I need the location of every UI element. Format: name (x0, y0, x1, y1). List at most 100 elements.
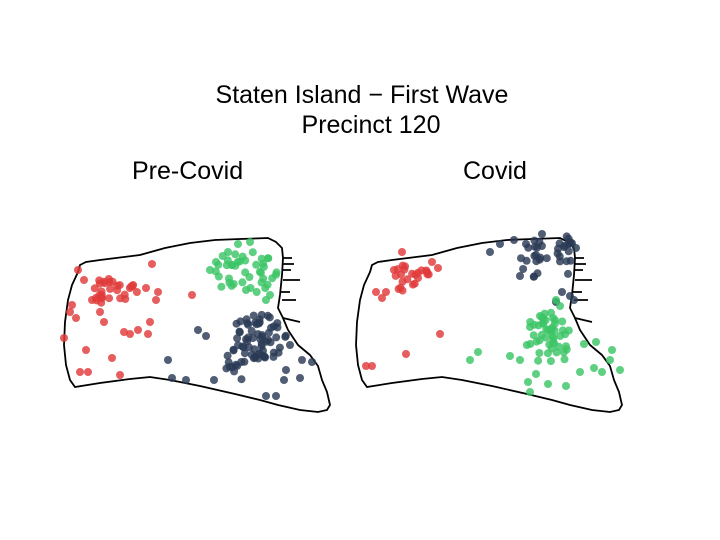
navy-incident-point (242, 315, 251, 324)
navy-incident-point (255, 315, 264, 324)
green-incident-point (522, 341, 531, 349)
green-incident-point (564, 326, 573, 335)
navy-incident-point (282, 366, 290, 374)
red-incident-point (100, 318, 108, 326)
green-incident-point (526, 318, 535, 326)
navy-incident-point (194, 326, 202, 334)
map-title-line-1: Staten Island − First Wave (215, 81, 509, 109)
green-incident-point (532, 370, 540, 378)
green-incident-point (558, 317, 567, 326)
navy-incident-point (264, 328, 273, 337)
red-incident-point (398, 248, 406, 256)
red-incident-point (96, 308, 104, 316)
map-title-line-2: Precinct 120 (301, 111, 441, 139)
navy-incident-point (233, 334, 242, 343)
green-incident-point (546, 357, 555, 366)
green-incident-point (238, 278, 247, 287)
green-incident-point (261, 284, 270, 293)
red-incident-point (154, 288, 162, 296)
red-incident-point (378, 294, 386, 302)
navy-incident-point (572, 244, 580, 252)
green-incident-point (535, 349, 544, 357)
green-incident-point (234, 240, 242, 248)
red-incident-point (403, 275, 412, 284)
green-incident-point (576, 368, 584, 376)
red-incident-point (188, 291, 196, 299)
navy-incident-point (510, 236, 518, 244)
green-incident-point (257, 254, 266, 263)
navy-incident-point (280, 376, 288, 384)
navy-incident-point (245, 343, 253, 352)
green-incident-point (608, 346, 616, 354)
red-incident-point (120, 328, 128, 336)
navy-incident-point (555, 252, 564, 261)
red-incident-point (90, 284, 99, 293)
green-incident-point (547, 325, 556, 333)
green-incident-point (224, 248, 232, 256)
navy-incident-point (273, 323, 282, 332)
green-incident-point (266, 291, 274, 299)
green-incident-point (248, 248, 257, 257)
red-incident-point (80, 276, 88, 284)
red-incident-point (60, 334, 68, 342)
red-incident-point (113, 286, 122, 295)
red-incident-point (436, 330, 444, 338)
green-incident-point (552, 296, 560, 304)
green-incident-point (246, 238, 254, 246)
red-incident-point (108, 354, 116, 362)
red-incident-point (144, 330, 152, 338)
red-incident-point (398, 286, 407, 295)
green-incident-point (238, 252, 247, 261)
navy-incident-point (272, 392, 280, 400)
navy-incident-point (232, 319, 241, 328)
red-incident-point (142, 284, 150, 292)
green-incident-point (544, 380, 552, 388)
red-incident-point (372, 288, 380, 296)
red-incident-point (95, 276, 104, 285)
green-incident-point (206, 266, 214, 274)
red-incident-point (398, 261, 407, 270)
red-incident-point (68, 301, 76, 309)
red-incident-point (148, 260, 156, 268)
navy-incident-point (225, 362, 234, 371)
green-incident-point (524, 378, 532, 386)
navy-incident-point (486, 248, 494, 256)
covid-label: Covid (463, 157, 527, 185)
green-incident-point (474, 348, 482, 356)
navy-incident-point (516, 272, 524, 280)
navy-incident-point (182, 376, 190, 384)
navy-incident-point (234, 341, 242, 350)
green-incident-point (606, 356, 614, 364)
green-incident-point (590, 364, 598, 372)
red-incident-point (76, 368, 84, 376)
navy-incident-point (164, 356, 172, 364)
navy-incident-point (564, 247, 573, 256)
green-incident-point (535, 336, 544, 345)
green-incident-point (550, 339, 559, 348)
map-title: Staten Island − First Wave Precinct 120 (0, 80, 720, 140)
green-incident-point (264, 254, 273, 263)
green-incident-point (543, 349, 552, 358)
navy-incident-point (519, 265, 528, 273)
navy-incident-point (247, 327, 256, 335)
red-incident-point (146, 318, 154, 326)
green-incident-point (229, 280, 238, 288)
green-incident-point (214, 272, 223, 281)
navy-incident-point (272, 333, 281, 342)
green-incident-point (241, 268, 250, 277)
red-incident-point (97, 287, 106, 296)
green-incident-point (256, 268, 265, 277)
green-incident-point (516, 356, 524, 364)
navy-incident-point (298, 356, 306, 364)
red-incident-point (410, 279, 419, 288)
coastline-pier-pre-covid (280, 257, 301, 323)
navy-incident-point (275, 343, 284, 352)
navy-incident-point (223, 351, 232, 360)
green-incident-point (598, 368, 606, 376)
red-incident-point (132, 288, 141, 296)
navy-incident-point (262, 392, 270, 400)
green-incident-point (252, 260, 261, 269)
green-incident-point (536, 312, 544, 320)
navy-incident-point (529, 272, 538, 281)
green-incident-point (268, 274, 277, 283)
